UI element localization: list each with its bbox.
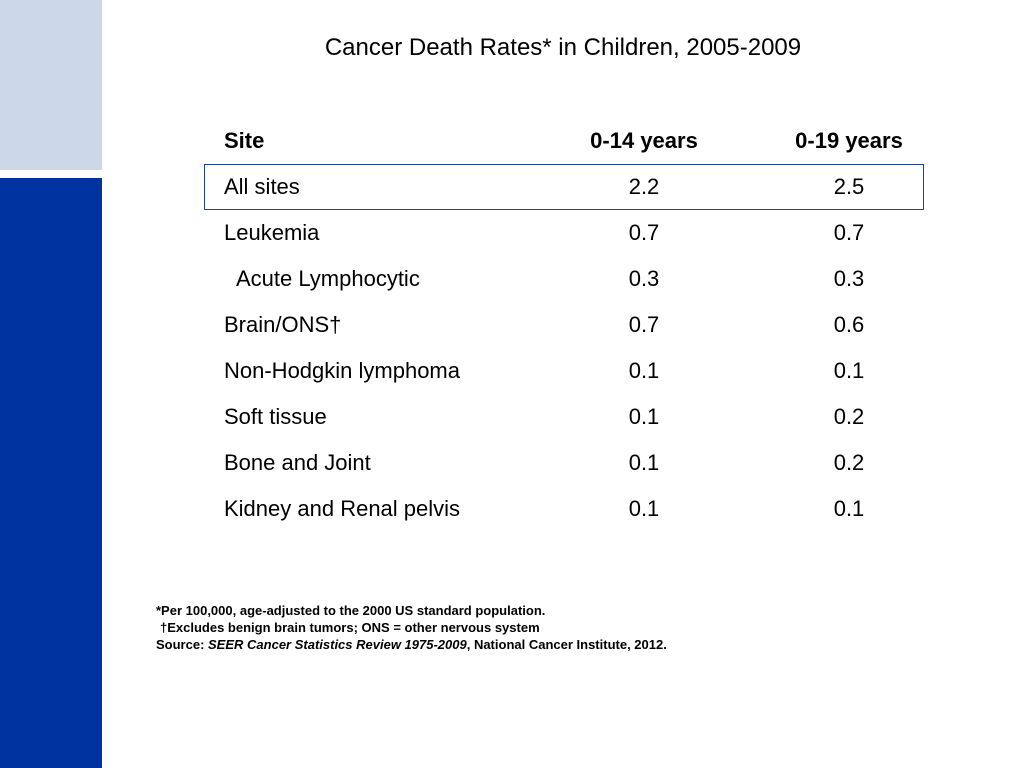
header-0-14: 0-14 years: [590, 128, 698, 153]
row-value-0-14: 0.3: [628, 266, 660, 291]
row-value-0-14: 0.1: [628, 450, 660, 475]
table-row: Leukemia 0.7 0.7: [204, 210, 924, 256]
source-rest: , National Cancer Institute, 2012.: [466, 637, 667, 652]
row-value-0-14: 0.7: [628, 312, 660, 337]
row-value-0-19: 0.1: [833, 358, 865, 383]
row-value-0-14: 0.7: [628, 220, 660, 245]
table-row: Kidney and Renal pelvis 0.1 0.1: [204, 486, 924, 532]
row-site: Kidney and Renal pelvis: [224, 496, 461, 521]
footnote-per-100000: *Per 100,000, age-adjusted to the 2000 U…: [156, 603, 546, 618]
header-site: Site: [224, 128, 265, 153]
row-site: Brain/ONS†: [224, 312, 342, 337]
source-label: Source:: [156, 637, 209, 652]
row-site: Soft tissue: [224, 404, 327, 429]
sidebar-band-light: [0, 0, 102, 170]
sidebar-band-gap: [0, 170, 102, 178]
row-site: Bone and Joint: [224, 450, 371, 475]
row-site: Acute Lymphocytic: [236, 266, 420, 291]
row-value-0-14: 0.1: [628, 404, 660, 429]
row-site: Leukemia: [224, 220, 320, 245]
footnotes: *Per 100,000, age-adjusted to the 2000 U…: [156, 602, 667, 653]
footnote-dagger: †Excludes benign brain tumors; ONS = oth…: [160, 620, 540, 635]
row-site: All sites: [224, 174, 300, 199]
table-row: Bone and Joint 0.1 0.2: [204, 440, 924, 486]
table-header-row: Site 0-14 years 0-19 years: [204, 118, 924, 164]
row-value-0-19: 0.7: [833, 220, 865, 245]
row-value-0-14: 0.1: [628, 496, 660, 521]
table-row: Soft tissue 0.1 0.2: [204, 394, 924, 440]
table-row: Brain/ONS† 0.7 0.6: [204, 302, 924, 348]
row-value-0-19: 0.2: [833, 404, 865, 429]
row-site: Non-Hodgkin lymphoma: [224, 358, 460, 383]
row-value-0-19: 2.5: [833, 174, 865, 199]
table-row: Non-Hodgkin lymphoma 0.1 0.1: [204, 348, 924, 394]
row-value-0-14: 0.1: [628, 358, 660, 383]
source-title: SEER Cancer Statistics Review 1975-2009: [208, 637, 467, 652]
header-0-19: 0-19 years: [795, 128, 903, 153]
footnote-source: Source: SEER Cancer Statistics Review 19…: [156, 636, 667, 653]
death-rates-table: Site 0-14 years 0-19 years All sites 2.2…: [204, 118, 924, 532]
row-value-0-19: 0.2: [833, 450, 865, 475]
row-value-0-19: 0.1: [833, 496, 865, 521]
table-row: Acute Lymphocytic 0.3 0.3: [204, 256, 924, 302]
row-value-0-14: 2.2: [628, 174, 660, 199]
slide-title: Cancer Death Rates* in Children, 2005-20…: [324, 34, 802, 61]
row-value-0-19: 0.6: [833, 312, 865, 337]
row-value-0-19: 0.3: [833, 266, 865, 291]
table-row-all-sites: All sites 2.2 2.5: [204, 164, 924, 210]
sidebar-band-dark: [0, 178, 102, 768]
